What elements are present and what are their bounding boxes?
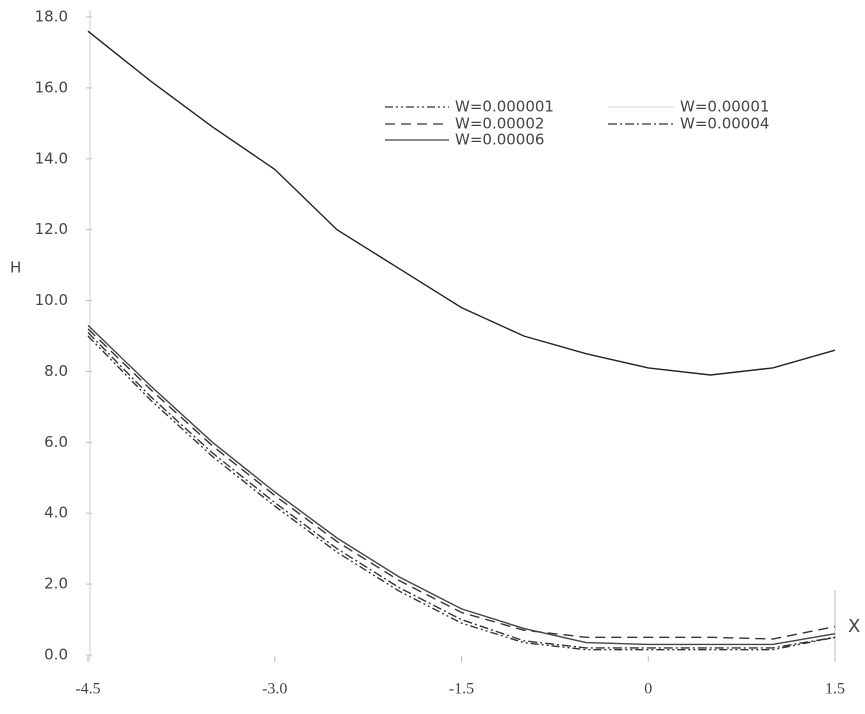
- legend-label: W=0.00006: [455, 131, 544, 149]
- y-tick-label: 8.0: [44, 362, 68, 380]
- legend-label: W=0.00004: [680, 115, 769, 133]
- x-tick-label: -1.5: [449, 681, 474, 698]
- x-tick-label: -4.5: [75, 681, 100, 698]
- series-line: [87, 328, 836, 640]
- legend-label: W=0.00002: [455, 115, 544, 133]
- x-axis-label: X: [848, 616, 860, 637]
- y-tick-label: 0.0: [44, 646, 68, 664]
- series-line: [87, 332, 836, 649]
- y-tick-label: 6.0: [44, 433, 68, 451]
- x-tick-label: 0: [644, 681, 652, 698]
- x-tick-label: 1.5: [825, 681, 845, 698]
- y-tick-label: 18.0: [35, 8, 68, 26]
- y-tick-label: 16.0: [35, 78, 68, 96]
- y-tick-label: 14.0: [35, 149, 68, 167]
- series-line: [87, 335, 836, 651]
- y-tick-label: 10.0: [35, 291, 68, 309]
- y-tick-label: 4.0: [44, 504, 68, 522]
- legend-label: W=0.000001: [455, 98, 554, 116]
- legend-label: W=0.00001: [680, 98, 769, 116]
- y-tick-label: 2.0: [44, 575, 68, 593]
- y-axis-label: H: [10, 259, 21, 277]
- series-line: [87, 324, 836, 646]
- y-tick-label: 12.0: [35, 220, 68, 238]
- x-tick-label: -3.0: [262, 681, 287, 698]
- series-line: [87, 30, 836, 376]
